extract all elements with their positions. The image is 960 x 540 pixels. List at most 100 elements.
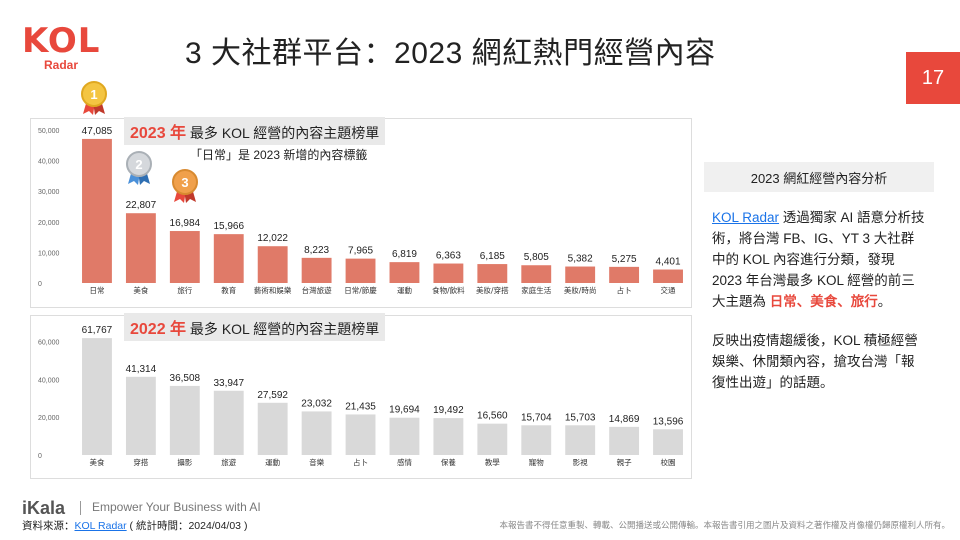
chart-2022: 0 20,000 40,000 60,000 61,767 美食 41,314 穿搭 36,50… — [38, 325, 684, 467]
chart-2023-category-label: 日常 — [89, 286, 104, 295]
kol-radar-logo: KOL Radar — [22, 24, 102, 74]
chart-2023-bar — [213, 234, 244, 283]
chart-2022-value-label: 14,869 — [609, 414, 640, 425]
chart-2023-category-label: 占卜 — [617, 285, 632, 295]
silver-medal-icon: 2 — [126, 151, 152, 185]
chart-2022-value-label: 27,592 — [257, 390, 288, 401]
chart-2022-value-label: 23,032 — [301, 398, 332, 409]
silver-medal-label: 2 — [135, 157, 142, 172]
chart-2023-ytick-label: 50,000 — [38, 128, 60, 135]
chart-2022-value-label: 15,703 — [565, 412, 596, 423]
chart-2023-heading: 2023 年 最多 KOL 經營的內容主題榜單 — [124, 117, 386, 145]
source-prefix: 資料來源： — [22, 520, 75, 532]
chart-2022-bar — [521, 425, 552, 455]
chart-2023-bar — [169, 231, 200, 283]
chart-2023-value-label: 16,984 — [170, 218, 201, 229]
page-number: 17 — [906, 52, 960, 104]
chart-2022-bar — [609, 426, 640, 455]
chart-2022-category-label: 保養 — [441, 457, 456, 467]
footer-divider — [80, 501, 81, 515]
chart-2022-value-label: 19,492 — [433, 405, 464, 416]
chart-2022-value-label: 21,435 — [345, 401, 376, 412]
chart-2022-category-label: 感情 — [397, 457, 412, 467]
chart-2022-bar — [82, 338, 112, 455]
chart-2022-bar — [125, 376, 156, 455]
bronze-medal-label: 3 — [181, 175, 188, 190]
chart-2022-bar — [213, 390, 244, 455]
chart-2023-value-label: 6,819 — [392, 249, 417, 260]
chart-2023-category-label: 美食 — [133, 285, 148, 295]
chart-2023-category-label: 台灣旅遊 — [302, 285, 332, 295]
page-title: 3 大社群平台：2023 網紅熱門經營內容 — [185, 37, 716, 70]
chart-2023-category-label: 家庭生活 — [521, 285, 551, 295]
analysis-p1-end: 。 — [877, 294, 892, 309]
chart-2023-bar — [389, 262, 420, 283]
chart-2022-value-label: 13,596 — [653, 416, 684, 427]
chart-2023-bar — [345, 258, 376, 283]
chart-2022-value-label: 15,704 — [521, 412, 552, 423]
gold-medal-label: 1 — [90, 87, 97, 102]
source-link[interactable]: KOL Radar — [74, 520, 127, 532]
chart-2022-category-label: 校園 — [661, 457, 676, 467]
chart-2022-category-label: 教學 — [485, 457, 500, 467]
chart-2022-year: 2022 年 — [130, 321, 187, 338]
chart-2023-note: 「日常」是 2023 新增的內容標籤 — [190, 148, 368, 162]
chart-2023-value-label: 22,807 — [126, 200, 157, 211]
chart-2023-value-label: 7,965 — [348, 246, 373, 257]
chart-2023-category-label: 食物/飲料 — [432, 285, 465, 295]
disclaimer: 本報告書不得任意重製、轉載、公開播送或公開傳輸。本報告書引用之圖片及資料之著作權… — [499, 520, 950, 530]
footer-tagline: Empower Your Business with AI — [92, 500, 261, 514]
chart-2023-bar — [125, 213, 156, 283]
chart-2023-value-label: 8,223 — [304, 245, 329, 256]
chart-2023-bar — [521, 265, 552, 283]
source-suffix: ( 統計時間：2024/04/03 ) — [126, 520, 248, 532]
analysis-text: KOL Radar 透過獨家 AI 語意分析技術，將台灣 FB、IG、YT 3 … — [712, 207, 927, 411]
chart-2023-category-label: 交通 — [661, 285, 676, 295]
chart-2022-ytick-label: 0 — [38, 453, 42, 460]
chart-2023-bar — [653, 269, 683, 283]
chart-2022-value-label: 41,314 — [126, 364, 157, 375]
chart-2022-value-label: 61,767 — [82, 325, 113, 336]
chart-2022-category-label: 親子 — [617, 457, 632, 467]
chart-2023-value-label: 5,805 — [524, 252, 549, 263]
analysis-p1-highlight: 日常、美食、旅行 — [769, 294, 878, 309]
kol-radar-link[interactable]: KOL Radar — [712, 210, 780, 225]
chart-2022-bar — [477, 423, 508, 455]
chart-2023-ytick-label: 40,000 — [38, 159, 60, 166]
chart-2023-value-label: 5,382 — [568, 254, 593, 265]
chart-2023-category-label: 美妝/時尚 — [564, 285, 597, 295]
chart-2023-value-label: 15,966 — [213, 221, 244, 232]
chart-2022-category-label: 音樂 — [309, 457, 324, 467]
chart-2023-bar — [477, 264, 508, 283]
chart-2022-heading: 2022 年 最多 KOL 經營的內容主題榜單 — [124, 313, 386, 341]
chart-2023-bar — [82, 138, 112, 283]
analysis-paragraph-2: 反映出疫情趨緩後，KOL 積極經營娛樂、休閒類內容，搶攻台灣「報復性出遊」的話題… — [712, 333, 918, 390]
chart-2023-value-label: 5,275 — [612, 254, 637, 265]
chart-2023-category-label: 美妝/穿搭 — [476, 285, 509, 295]
chart-2022-value-label: 19,694 — [389, 405, 420, 416]
chart-2023-bar — [609, 266, 640, 283]
data-source: 資料來源：KOL Radar ( 統計時間：2024/04/03 ) — [22, 518, 247, 533]
logo-sub-text: Radar — [44, 58, 79, 72]
chart-2022-value-label: 16,560 — [477, 411, 508, 422]
chart-2022-category-label: 穿搭 — [133, 457, 148, 467]
chart-2023-bar — [301, 257, 332, 283]
chart-2022-ytick-label: 60,000 — [38, 339, 60, 346]
logo-main-text: KOL — [22, 21, 101, 61]
chart-2023-category-label: 日常/節慶 — [344, 285, 377, 295]
gold-medal-icon: 1 — [81, 81, 107, 115]
chart-2022-bar — [433, 418, 464, 455]
chart-2023-ytick-label: 30,000 — [38, 189, 60, 196]
chart-2022-category-label: 運動 — [265, 458, 280, 467]
chart-2023: 0 10,000 20,000 30,000 40,000 50,000 47,085 日常 2… — [38, 126, 683, 295]
chart-2023-title: 最多 KOL 經營的內容主題榜單 — [186, 125, 380, 141]
chart-2022-category-label: 旅遊 — [221, 457, 236, 467]
chart-2023-value-label: 12,022 — [257, 233, 288, 244]
chart-2023-value-label: 6,363 — [436, 251, 461, 262]
bronze-medal-icon: 3 — [172, 169, 198, 203]
analysis-title: 2023 網紅經營內容分析 — [704, 162, 934, 192]
chart-2023-bar — [433, 263, 464, 283]
ikala-logo: iKala — [22, 498, 66, 518]
chart-2022-category-label: 美食 — [89, 457, 104, 467]
chart-2022-category-label: 占卜 — [353, 457, 368, 467]
